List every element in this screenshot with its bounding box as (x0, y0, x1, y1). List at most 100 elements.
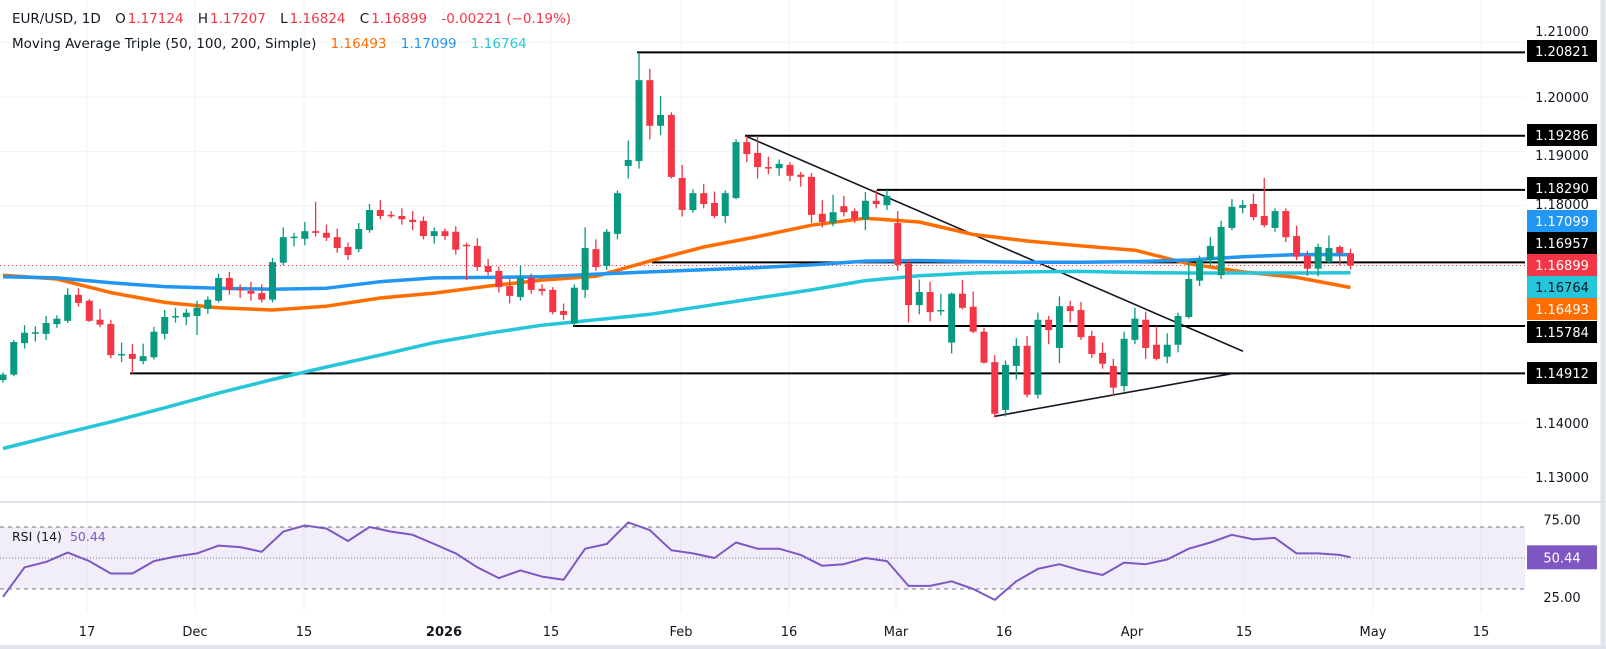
candle[interactable] (851, 208, 859, 224)
candle[interactable] (290, 232, 298, 247)
candle[interactable] (1077, 301, 1085, 340)
candle[interactable] (74, 288, 82, 307)
candle[interactable] (279, 227, 287, 266)
candle[interactable] (31, 326, 39, 342)
candle[interactable] (603, 229, 611, 270)
candle[interactable] (506, 279, 514, 304)
candle[interactable] (139, 343, 147, 365)
candle[interactable] (1347, 248, 1354, 270)
candle[interactable] (991, 355, 999, 418)
candle[interactable] (624, 140, 632, 179)
candle[interactable] (42, 315, 50, 340)
candle[interactable] (592, 239, 600, 271)
candle[interactable] (732, 139, 740, 200)
candle[interactable] (829, 194, 837, 227)
candle[interactable] (463, 242, 471, 281)
indicator-title[interactable]: Moving Average Triple (50, 100, 200, Sim… (12, 36, 317, 52)
candle[interactable] (1099, 342, 1107, 369)
candle[interactable] (236, 284, 244, 299)
candle[interactable] (883, 189, 891, 211)
candle[interactable] (495, 266, 503, 293)
candle[interactable] (182, 308, 190, 326)
candle[interactable] (128, 344, 136, 374)
candle[interactable] (1239, 200, 1247, 214)
level-price-label[interactable]: 1.20821 (1527, 40, 1597, 62)
candle[interactable] (1012, 338, 1020, 380)
candle[interactable] (678, 164, 686, 217)
candle[interactable] (581, 227, 589, 299)
candle[interactable] (764, 156, 772, 175)
candle[interactable] (1336, 245, 1344, 266)
candle[interactable] (549, 287, 557, 315)
candle[interactable] (1163, 333, 1171, 364)
candle[interactable] (1034, 312, 1042, 399)
candle[interactable] (441, 228, 449, 240)
candle[interactable] (355, 223, 363, 253)
candle[interactable] (107, 319, 115, 359)
candle[interactable] (171, 307, 179, 323)
candle[interactable] (1152, 326, 1160, 361)
candle[interactable] (1293, 225, 1301, 260)
rsi-title[interactable]: RSI (14) (12, 529, 62, 544)
candle[interactable] (786, 162, 794, 182)
candle[interactable] (840, 195, 848, 217)
candle[interactable] (419, 216, 427, 240)
candle[interactable] (64, 288, 72, 324)
candle[interactable] (894, 211, 902, 271)
candle[interactable] (322, 224, 330, 241)
candle[interactable] (1249, 193, 1257, 221)
candle[interactable] (225, 271, 233, 295)
candle[interactable] (1325, 235, 1333, 264)
trendline-descending[interactable] (744, 135, 1244, 352)
candle[interactable] (1055, 296, 1063, 364)
rsi-value-label[interactable]: 50.44 (1527, 545, 1597, 570)
candle[interactable] (247, 281, 255, 301)
level-price-label[interactable]: 1.14912 (1527, 362, 1597, 384)
candle[interactable] (258, 284, 266, 303)
candle[interactable] (1282, 208, 1290, 243)
ma-price-label[interactable]: 1.17099 (1527, 210, 1597, 232)
candle[interactable] (797, 171, 805, 187)
candle[interactable] (926, 281, 934, 322)
candle[interactable] (808, 173, 815, 224)
candle[interactable] (484, 258, 492, 276)
candle[interactable] (312, 201, 320, 237)
candle[interactable] (527, 273, 535, 294)
candle[interactable] (1174, 312, 1182, 353)
candle[interactable] (721, 190, 729, 224)
candle[interactable] (861, 192, 869, 231)
candle[interactable] (1066, 300, 1074, 323)
candle[interactable] (430, 227, 438, 244)
candle[interactable] (667, 112, 675, 179)
candle[interactable] (193, 300, 201, 335)
candle[interactable] (215, 273, 223, 303)
candle[interactable] (1002, 360, 1010, 417)
candle[interactable] (344, 242, 352, 260)
candle[interactable] (1314, 243, 1322, 277)
candle[interactable] (1228, 199, 1236, 231)
candle[interactable] (1023, 336, 1031, 398)
level-price-label[interactable]: 1.18290 (1527, 177, 1597, 199)
candle[interactable] (980, 327, 988, 364)
candle[interactable] (161, 309, 169, 340)
candle[interactable] (969, 291, 977, 334)
candle[interactable] (872, 189, 880, 209)
candle[interactable] (570, 284, 578, 327)
candle[interactable] (700, 183, 708, 209)
candle[interactable] (96, 308, 104, 328)
candle[interactable] (818, 200, 826, 228)
candle[interactable] (269, 257, 276, 303)
candle[interactable] (1131, 307, 1139, 345)
level-price-label[interactable]: 1.19286 (1527, 124, 1597, 146)
candle[interactable] (301, 221, 309, 246)
candle[interactable] (387, 211, 395, 219)
candle[interactable] (53, 315, 61, 328)
candle[interactable] (150, 326, 158, 360)
candle[interactable] (915, 279, 923, 315)
ma-price-label[interactable]: 1.16764 (1527, 276, 1597, 298)
candle[interactable] (333, 228, 341, 253)
candle[interactable] (657, 95, 665, 136)
candle[interactable] (1185, 261, 1193, 319)
candle[interactable] (1303, 250, 1311, 276)
candle[interactable] (10, 339, 18, 377)
